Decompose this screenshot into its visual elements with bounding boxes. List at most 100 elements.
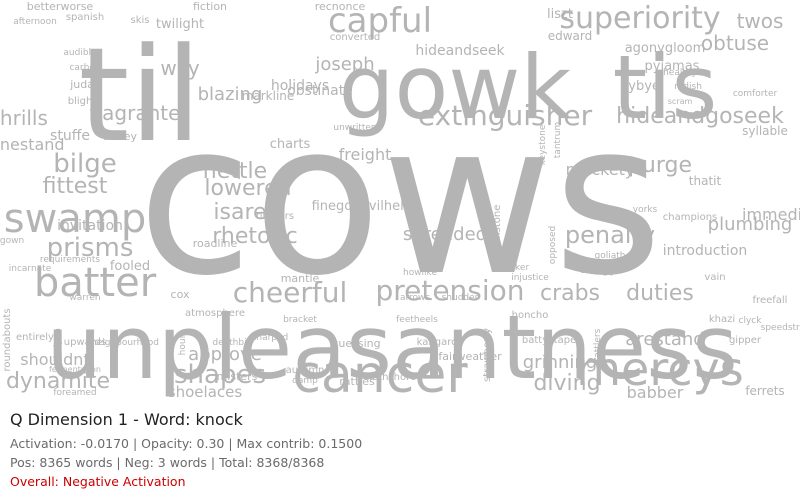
cloud-word: shouldnt [20, 350, 89, 369]
cloud-word: unwritten [333, 123, 376, 133]
cloud-word: finegood [312, 199, 369, 214]
cloud-word: dodgy [579, 262, 616, 276]
cloud-word: nettle [203, 159, 267, 184]
cloud-word: misters [217, 370, 258, 383]
cloud-word: grinning [523, 352, 597, 373]
cloud-word: diving [533, 371, 600, 396]
cloud-word: skis [131, 15, 150, 26]
cloud-word: afternoon [13, 17, 57, 27]
info-panel: Q Dimension 1 - Word: knock Activation: … [10, 410, 790, 491]
cloud-word: joseph [314, 54, 374, 75]
cloud-word: roundabouts [2, 308, 13, 371]
cloud-word: foreamed [53, 388, 96, 398]
cloud-word: agonygloom [625, 41, 706, 56]
cloud-word: clyck [739, 316, 763, 326]
cloud-word: cox [171, 288, 190, 301]
cloud-word: feetheels [396, 315, 438, 325]
cloud-word: inestand [0, 135, 65, 154]
word-counts: Pos: 8365 words | Neg: 3 words | Total: … [10, 455, 325, 470]
cloud-word: brimstone [492, 205, 503, 256]
cloud-word: hour [178, 334, 188, 355]
cloud-word: sharped [252, 333, 289, 343]
cloud-word: yorks [633, 205, 658, 215]
cloud-word: atmosphere [185, 308, 245, 319]
cloud-word: audible [63, 48, 97, 58]
cloud-word: speedstream [761, 323, 800, 333]
cloud-word: keystone [538, 124, 548, 165]
cloud-word: superiority [559, 1, 720, 36]
cloud-word: bybye [620, 79, 660, 94]
cloud-word: goliath [595, 251, 626, 261]
cloud-word: tape [554, 335, 577, 346]
cloud-word: deathbill [212, 338, 251, 348]
cloud-word: freight [339, 145, 392, 164]
cloud-word: wily [160, 56, 199, 80]
cloud-word: dynamite [6, 369, 110, 394]
cloud-word: crabs [540, 281, 600, 306]
cloud-word: thelyon [53, 328, 63, 362]
cloud-word: gowk [339, 36, 572, 139]
cloud-word: twos [737, 9, 784, 33]
cloud-word: requirements [40, 255, 101, 265]
cloud-word: stuffe [50, 128, 90, 144]
cloud-word: babber [627, 383, 684, 402]
cloud-word: neighbourhood [91, 338, 159, 348]
cloud-word: scram [668, 97, 693, 106]
cloud-word: roadline [193, 237, 238, 250]
cloud-word: duties [626, 281, 694, 306]
cloud-word: shredded [403, 224, 487, 245]
cloud-word: fairweather [438, 350, 502, 363]
cloud-word: shapes [174, 360, 266, 390]
cloud-word: fooled [110, 259, 150, 274]
cloud-word: jeff [500, 248, 519, 261]
cloud-word: arrows [400, 293, 430, 303]
word-cloud: cows unpleasantness til gowk tis cancer mercys… [0, 0, 800, 405]
cloud-word: timbers [256, 211, 294, 222]
cloud-word: plumbing [708, 214, 793, 235]
cloud-word: warren [69, 293, 100, 303]
cloud-word: flagrante [90, 101, 181, 125]
cloud-word: carbon [69, 63, 100, 73]
cloud-word: capful [328, 1, 432, 41]
cloud-word: gipper [729, 335, 762, 346]
cloud-word: immediate [742, 205, 800, 224]
cloud-word: bracket [283, 315, 317, 325]
cloud-word: batter [34, 260, 157, 306]
cloud-word: pretension [375, 274, 524, 307]
cloud-word: twilight [156, 17, 204, 32]
cloud-word: mantle [281, 272, 320, 285]
cloud-word: invitation [57, 218, 123, 234]
cloud-word: gown [0, 236, 24, 246]
cloud-word: betterworse [27, 0, 94, 13]
cloud-word: thatit [689, 174, 722, 188]
cloud-word: honcho [512, 310, 549, 321]
cloud-word: healthy [663, 68, 697, 78]
cloud-word: blighty [68, 96, 103, 107]
cloud-word: freefall [753, 295, 788, 306]
cloud-word: obstinate [287, 83, 353, 99]
dimension-title: Q Dimension 1 - Word: knock [10, 410, 243, 429]
cloud-word: edward [548, 29, 593, 43]
cloud-word: devilhell [353, 199, 408, 214]
cloud-word: howlike [403, 268, 437, 278]
cloud-word: strawberry [482, 328, 493, 382]
cloud-word: upwards [64, 337, 107, 348]
cloud-word: shudder [442, 293, 479, 303]
cloud-word: introduction [663, 243, 748, 259]
cloud-word: bilge [53, 149, 116, 179]
cloud-word: fermentation [49, 365, 101, 374]
cloud-word: injustice [511, 273, 549, 283]
cloud-word: tucker [501, 263, 530, 273]
cloud-word: tattlers [593, 328, 603, 361]
cloud-word: holidays [271, 78, 329, 94]
cloud-word: damp [292, 376, 318, 386]
cloud-word: judas [69, 78, 100, 91]
cloud-word: converted [330, 32, 381, 43]
cloud-word: thrills [0, 106, 48, 130]
cloud-word: pyjamas [645, 59, 700, 74]
cloud-word: rattles [339, 375, 375, 388]
cloud-word: kangaroo [417, 337, 464, 348]
cloud-word: hideandseek [415, 43, 505, 59]
cloud-word: purge [628, 153, 692, 178]
cloud-word: autumn [286, 365, 325, 376]
